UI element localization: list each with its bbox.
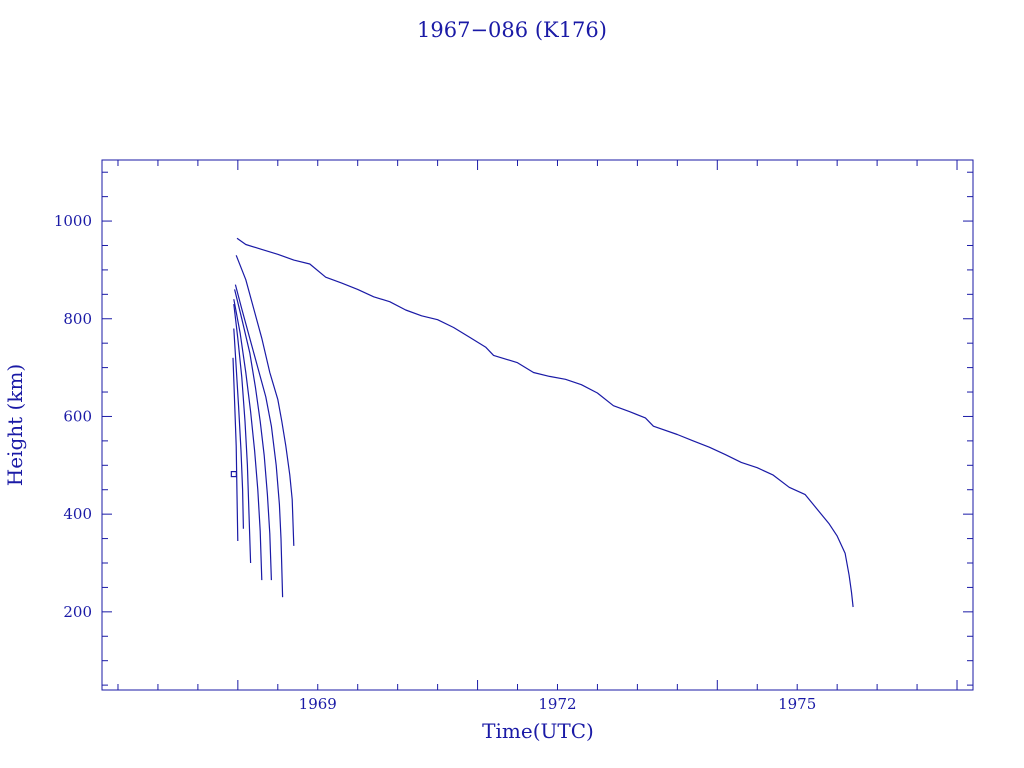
series-line-2 [235,255,295,546]
x-tick-label: 1975 [778,695,816,713]
data-marker [230,470,237,478]
series-line-6 [233,304,252,564]
y-tick-label: 400 [63,505,92,523]
y-tick-label: 800 [63,310,92,328]
series-line-4 [234,289,272,581]
axis-ticks: 1969 1972 1975 200 400 600 800 1000 [54,160,973,713]
data-markers [230,470,237,478]
series-line-7 [233,328,244,529]
x-tick-label: 1969 [299,695,337,713]
x-tick-label: 1972 [538,695,576,713]
y-axis-label: Height (km) [3,364,27,486]
x-axis-label: Time(UTC) [482,719,594,743]
series-line-1 [236,237,854,608]
y-tick-label: 1000 [54,212,92,230]
data-series [232,237,854,608]
y-tick-label: 200 [63,603,92,621]
series-line-8 [232,357,239,542]
y-tick-label: 600 [63,407,92,425]
chart-title: 1967−086 (K176) [417,18,607,42]
plot-frame [101,159,974,691]
series-line-5 [233,299,263,581]
series-line-3 [234,284,284,598]
